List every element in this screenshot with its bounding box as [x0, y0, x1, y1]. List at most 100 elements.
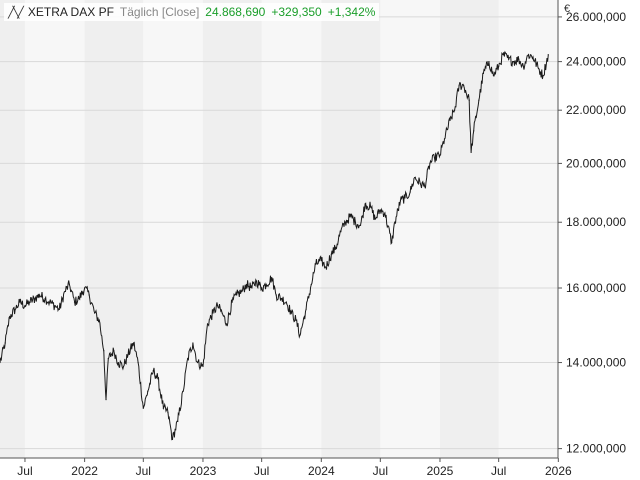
period-band [143, 0, 203, 458]
data-point [429, 162, 431, 165]
data-point [369, 206, 372, 208]
y-tick-label: 24.000,000 [566, 55, 626, 69]
data-point [58, 308, 60, 310]
data-point [9, 316, 11, 318]
data-point [171, 438, 174, 440]
data-point [518, 58, 520, 60]
data-point [152, 369, 154, 372]
x-tick-label: Jul [136, 464, 151, 478]
data-point [0, 361, 1, 364]
y-tick-label: 16.000,000 [566, 281, 626, 295]
data-point [443, 138, 446, 140]
data-point [182, 390, 184, 392]
data-point [34, 297, 36, 300]
data-point [78, 297, 80, 300]
data-point [439, 154, 441, 156]
period-band [202, 0, 262, 458]
data-point [470, 151, 472, 153]
x-tick-label: Jul [17, 464, 32, 478]
data-point [305, 308, 307, 310]
period-band [498, 0, 558, 458]
y-tick-label: 18.000,000 [566, 215, 626, 229]
data-point [38, 294, 41, 296]
data-point [261, 287, 263, 289]
data-point [177, 420, 179, 422]
data-point [275, 294, 277, 296]
data-point [498, 65, 500, 67]
x-tick-label: Jul [373, 464, 388, 478]
data-point [463, 84, 465, 86]
data-point [221, 312, 223, 314]
y-tick-label: 12.000,000 [566, 442, 626, 456]
y-tick-label: 20.000,000 [566, 156, 626, 170]
y-tick-label: 22.000,000 [566, 103, 626, 117]
legend-change-percent: +1,342% [327, 5, 376, 19]
y-axis-currency-label: € [564, 3, 571, 15]
data-point [384, 212, 386, 214]
data-point [547, 54, 549, 56]
legend-change-value: +329,350 [271, 5, 322, 19]
data-point [482, 72, 485, 74]
data-point [458, 84, 460, 86]
data-point [216, 305, 219, 307]
data-point [424, 185, 426, 187]
data-point [49, 301, 51, 303]
data-point [98, 319, 100, 321]
line-chart-icon: ╱╲╱ [8, 6, 24, 19]
data-point [532, 56, 534, 58]
data-point [196, 361, 199, 364]
y-tick-label: 26.000,000 [566, 10, 626, 24]
data-point [206, 323, 209, 325]
data-point [537, 68, 540, 70]
data-point [449, 119, 451, 122]
data-point [241, 290, 243, 293]
data-point [478, 99, 480, 101]
data-point [354, 221, 356, 223]
data-point [404, 197, 406, 199]
legend-close-value: 24.868,690 [205, 5, 266, 19]
data-point [103, 350, 105, 352]
legend-interval[interactable]: Täglich [Close] [119, 5, 200, 19]
data-point [391, 242, 393, 244]
data-point [527, 54, 530, 56]
data-point [330, 253, 332, 255]
x-tick-label: 2026 [545, 464, 572, 478]
data-point [492, 75, 495, 77]
data-point [350, 215, 352, 217]
data-point [245, 283, 248, 286]
data-point [14, 308, 16, 310]
data-point [28, 301, 31, 303]
data-point [488, 61, 490, 63]
data-point [231, 301, 233, 303]
data-point [132, 342, 135, 344]
data-point [344, 221, 346, 223]
data-point [127, 354, 129, 356]
data-point [147, 390, 149, 392]
period-band [84, 0, 144, 458]
y-tick-label: 14.000,000 [566, 356, 626, 370]
period-band [0, 0, 25, 458]
data-point [68, 283, 70, 286]
data-point [44, 297, 46, 300]
x-tick-label: Jul [254, 464, 269, 478]
data-point [512, 61, 514, 63]
data-point [359, 224, 362, 226]
data-point [187, 357, 189, 360]
data-point [419, 182, 421, 184]
data-point [379, 209, 381, 211]
data-point [84, 287, 86, 289]
data-point [468, 99, 470, 101]
data-point [285, 301, 287, 303]
data-point [167, 411, 169, 414]
data-point [295, 319, 297, 321]
data-point [88, 294, 90, 296]
data-point [522, 65, 524, 67]
period-band [261, 0, 322, 458]
data-point [113, 350, 115, 352]
data-point [94, 312, 96, 314]
x-tick-label: 2025 [427, 464, 454, 478]
data-point [4, 342, 6, 344]
data-point [251, 287, 253, 289]
